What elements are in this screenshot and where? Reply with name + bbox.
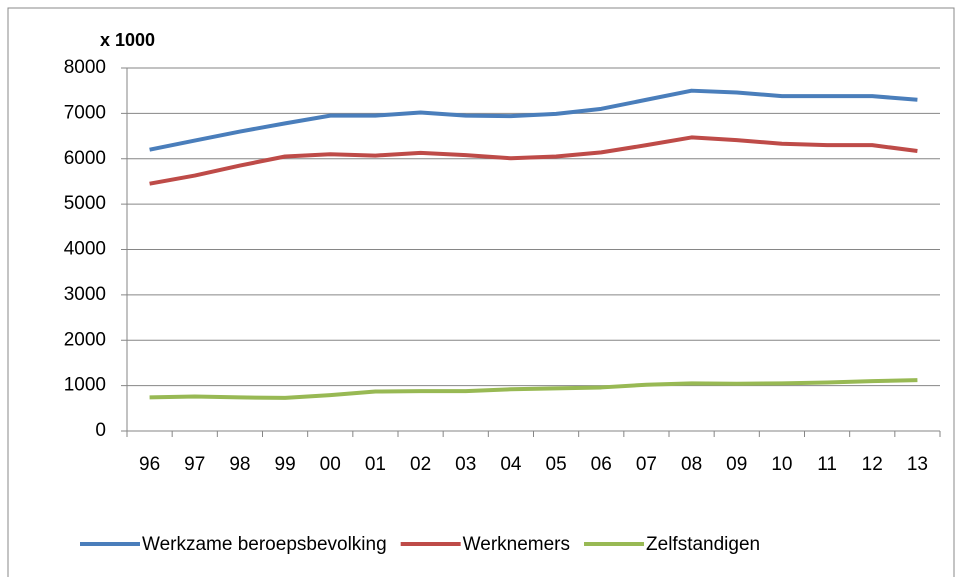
unit-label: x 1000 (100, 30, 155, 50)
x-tick-label: 98 (229, 454, 250, 475)
y-tick-label: 1000 (64, 375, 106, 396)
x-tick-label: 04 (500, 454, 522, 475)
chart-frame (7, 7, 955, 579)
y-tick-label: 3000 (64, 284, 106, 305)
x-tick-label: 06 (591, 454, 612, 475)
x-tick-label: 12 (862, 454, 883, 475)
y-tick-label: 8000 (64, 57, 106, 78)
x-tick-label: 10 (771, 454, 792, 475)
x-tick-label: 99 (275, 454, 296, 475)
y-tick-label: 5000 (64, 193, 106, 214)
legend-label: Zelfstandigen (646, 534, 760, 555)
y-tick-label: 0 (95, 420, 106, 441)
y-tick-label: 7000 (64, 102, 106, 123)
legend-label: Werkzame beroepsbevolking (142, 534, 387, 555)
series-line (149, 135, 918, 186)
x-tick-label: 11 (817, 454, 837, 475)
x-tick-label: 03 (455, 454, 476, 475)
y-tick-label: 2000 (64, 329, 106, 350)
x-tick-label: 07 (636, 454, 657, 475)
x-tick-label: 96 (139, 454, 160, 475)
series-line (149, 88, 918, 152)
y-tick-label: 4000 (64, 239, 106, 260)
y-tick-label: 6000 (64, 148, 106, 169)
x-tick-label: 13 (907, 454, 928, 475)
series-line (149, 378, 918, 400)
x-tick-label: 09 (726, 454, 747, 475)
x-tick-label: 97 (184, 454, 205, 475)
legend-label: Werknemers (463, 534, 570, 555)
x-tick-label: 00 (320, 454, 341, 475)
x-tick-label: 02 (410, 454, 431, 475)
x-tick-label: 05 (546, 454, 567, 475)
x-tick-label: 08 (681, 454, 702, 475)
x-tick-label: 01 (365, 454, 386, 475)
